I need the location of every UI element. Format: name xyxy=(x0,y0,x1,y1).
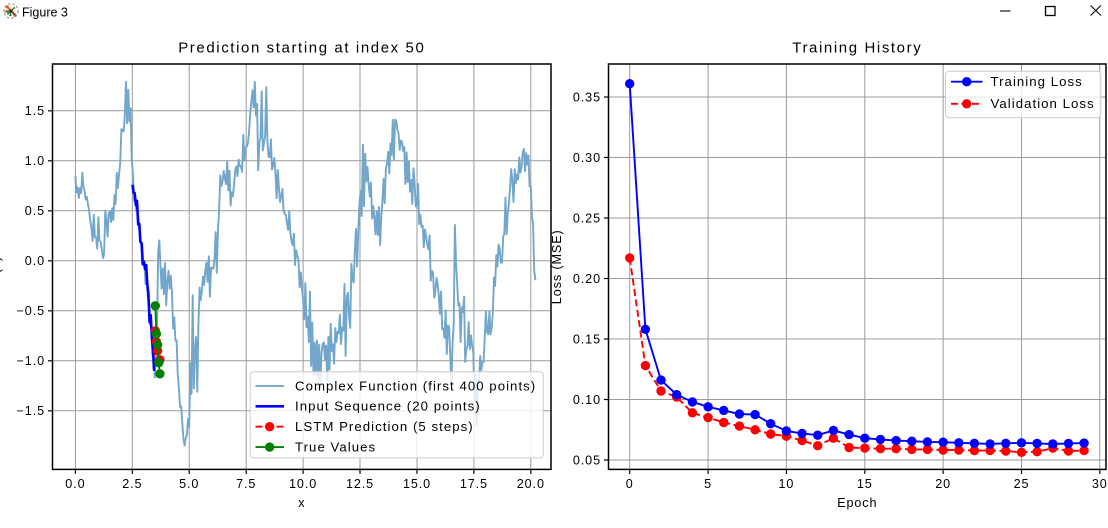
svg-text:5.0: 5.0 xyxy=(179,477,199,491)
svg-text:Complex Function (first 400 po: Complex Function (first 400 points) xyxy=(295,378,536,393)
svg-text:Input Sequence (20 points): Input Sequence (20 points) xyxy=(295,399,481,414)
svg-text:5: 5 xyxy=(704,477,712,491)
svg-text:1.5: 1.5 xyxy=(25,104,45,118)
svg-text:f(x): f(x) xyxy=(0,256,3,278)
svg-text:0.20: 0.20 xyxy=(573,272,601,286)
svg-text:0.0: 0.0 xyxy=(25,254,45,268)
svg-text:17.5: 17.5 xyxy=(460,477,488,491)
svg-text:0.15: 0.15 xyxy=(573,332,601,346)
svg-text:15.0: 15.0 xyxy=(403,477,431,491)
svg-text:0.05: 0.05 xyxy=(573,453,601,467)
svg-text:0.25: 0.25 xyxy=(573,211,601,225)
svg-text:Prediction starting at index 5: Prediction starting at index 50 xyxy=(178,40,425,57)
svg-text:15: 15 xyxy=(857,477,873,491)
svg-text:Training Loss: Training Loss xyxy=(991,74,1083,89)
svg-text:20: 20 xyxy=(935,477,951,491)
svg-text:Figure 3: Figure 3 xyxy=(22,6,68,20)
svg-text:Training History: Training History xyxy=(792,40,922,57)
svg-text:0.5: 0.5 xyxy=(25,204,45,218)
svg-text:7.5: 7.5 xyxy=(236,477,256,491)
svg-text:2.5: 2.5 xyxy=(122,477,142,491)
svg-text:−0.5: −0.5 xyxy=(17,304,45,318)
svg-text:−1.5: −1.5 xyxy=(17,404,45,418)
svg-text:−1.0: −1.0 xyxy=(17,354,45,368)
svg-text:20.0: 20.0 xyxy=(517,477,545,491)
svg-text:10: 10 xyxy=(778,477,794,491)
svg-text:0.30: 0.30 xyxy=(573,151,601,165)
svg-text:x: x xyxy=(298,496,305,510)
svg-text:0.35: 0.35 xyxy=(573,90,601,104)
svg-text:1.0: 1.0 xyxy=(25,154,45,168)
svg-text:25: 25 xyxy=(1014,477,1030,491)
svg-text:LSTM Prediction (5 steps): LSTM Prediction (5 steps) xyxy=(295,419,474,434)
svg-text:Validation Loss: Validation Loss xyxy=(991,96,1095,111)
svg-text:10.0: 10.0 xyxy=(289,477,317,491)
svg-text:0: 0 xyxy=(626,477,634,491)
svg-text:30: 30 xyxy=(1092,477,1108,491)
svg-text:0.0: 0.0 xyxy=(65,477,85,491)
svg-text:Loss (MSE): Loss (MSE) xyxy=(550,229,564,304)
svg-text:True Values: True Values xyxy=(295,440,376,455)
svg-text:12.5: 12.5 xyxy=(346,477,374,491)
svg-text:Epoch: Epoch xyxy=(837,496,877,510)
svg-text:0.10: 0.10 xyxy=(573,393,601,407)
